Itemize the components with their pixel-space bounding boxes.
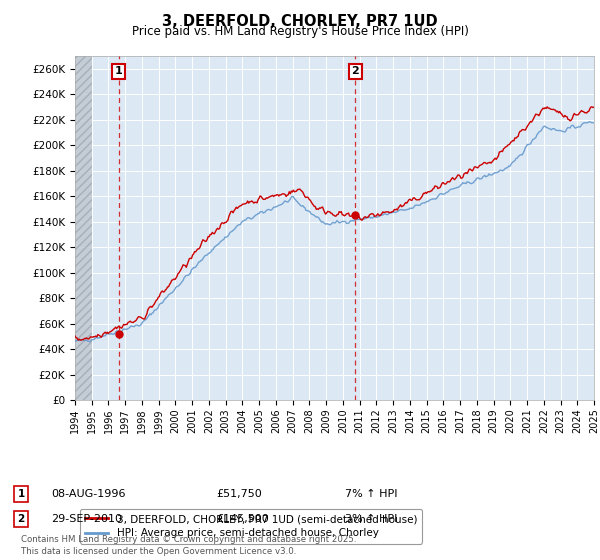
Text: 2: 2: [17, 514, 25, 524]
Text: Price paid vs. HM Land Registry's House Price Index (HPI): Price paid vs. HM Land Registry's House …: [131, 25, 469, 38]
Text: 29-SEP-2010: 29-SEP-2010: [51, 514, 122, 524]
Text: 08-AUG-1996: 08-AUG-1996: [51, 489, 125, 499]
Text: 1: 1: [115, 66, 122, 76]
Text: £51,750: £51,750: [216, 489, 262, 499]
Text: 3% ↑ HPI: 3% ↑ HPI: [345, 514, 397, 524]
Text: 2: 2: [352, 66, 359, 76]
Text: Contains HM Land Registry data © Crown copyright and database right 2025.
This d: Contains HM Land Registry data © Crown c…: [21, 535, 356, 556]
Text: 7% ↑ HPI: 7% ↑ HPI: [345, 489, 398, 499]
Text: £145,500: £145,500: [216, 514, 269, 524]
Text: 1: 1: [17, 489, 25, 499]
Text: 3, DEERFOLD, CHORLEY, PR7 1UD: 3, DEERFOLD, CHORLEY, PR7 1UD: [162, 14, 438, 29]
Legend: 3, DEERFOLD, CHORLEY, PR7 1UD (semi-detached house), HPI: Average price, semi-de: 3, DEERFOLD, CHORLEY, PR7 1UD (semi-deta…: [80, 509, 422, 544]
Bar: [75, 56, 92, 400]
